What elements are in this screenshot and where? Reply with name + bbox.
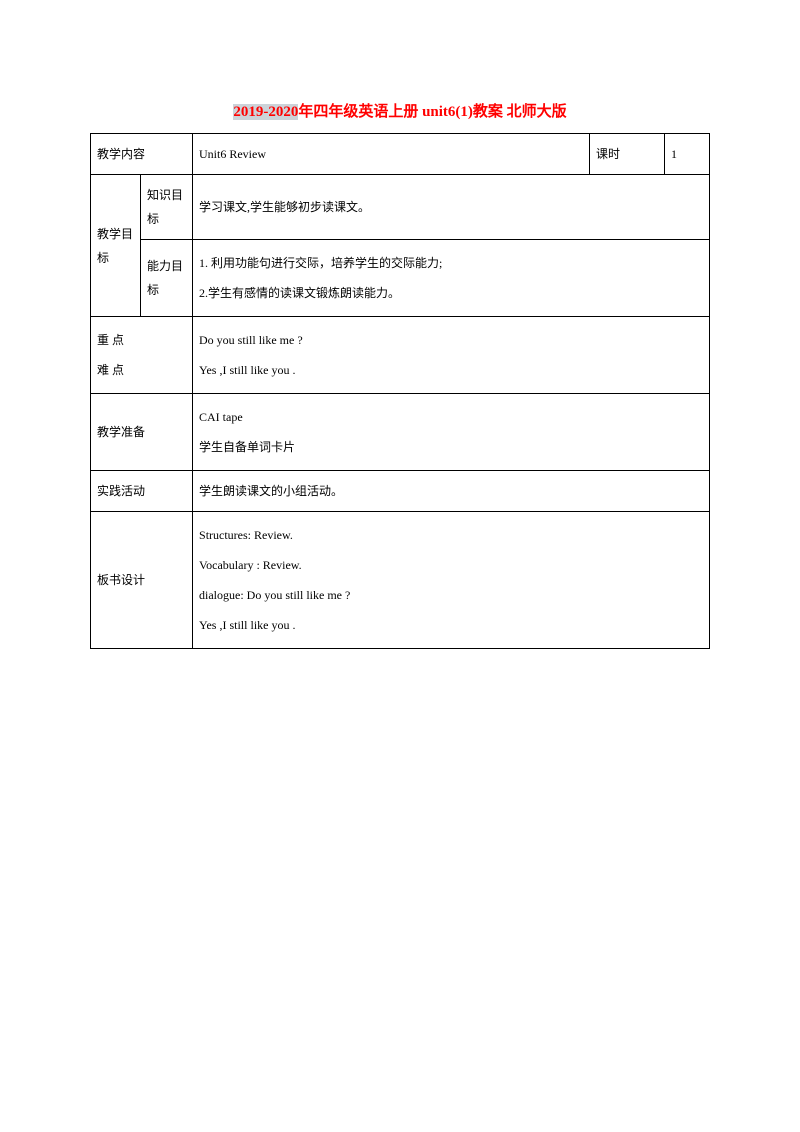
- teaching-objectives-label: 教学目标: [91, 175, 141, 317]
- table-row: 实践活动 学生朗读课文的小组活动。: [91, 471, 710, 512]
- practice-activity-content: 学生朗读课文的小组活动。: [193, 471, 710, 512]
- title-rest: 年四年级英语上册 unit6(1)教案 北师大版: [298, 104, 566, 120]
- key-difficulty-label: 重 点 难 点: [91, 317, 193, 394]
- board-design-content: Structures: Review. Vocabulary : Review.…: [193, 512, 710, 649]
- table-row: 教学准备 CAI tape 学生自备单词卡片: [91, 394, 710, 471]
- table-row: 教学目标 知识目标 学习课文,学生能够初步读课文。: [91, 175, 710, 240]
- teaching-prep-content: CAI tape 学生自备单词卡片: [193, 394, 710, 471]
- knowledge-obj-content: 学习课文,学生能够初步读课文。: [193, 175, 710, 240]
- teaching-prep-label: 教学准备: [91, 394, 193, 471]
- table-row: 能力目标 1. 利用功能句进行交际，培养学生的交际能力; 2.学生有感情的读课文…: [91, 240, 710, 317]
- table-row: 教学内容 Unit6 Review 课时 1: [91, 134, 710, 175]
- teaching-content-value: Unit6 Review: [193, 134, 590, 175]
- table-row: 板书设计 Structures: Review. Vocabulary : Re…: [91, 512, 710, 649]
- knowledge-obj-label: 知识目标: [141, 175, 193, 240]
- ability-obj-content: 1. 利用功能句进行交际，培养学生的交际能力; 2.学生有感情的读课文锻炼朗读能…: [193, 240, 710, 317]
- period-value: 1: [665, 134, 710, 175]
- title-year-highlight: 2019-2020: [233, 104, 298, 120]
- table-row: 重 点 难 点 Do you still like me ? Yes ,I st…: [91, 317, 710, 394]
- document-title: 2019-2020年四年级英语上册 unit6(1)教案 北师大版: [90, 100, 710, 121]
- board-design-label: 板书设计: [91, 512, 193, 649]
- teaching-content-label: 教学内容: [91, 134, 193, 175]
- period-label: 课时: [590, 134, 665, 175]
- key-difficulty-content: Do you still like me ? Yes ,I still like…: [193, 317, 710, 394]
- practice-activity-label: 实践活动: [91, 471, 193, 512]
- ability-obj-label: 能力目标: [141, 240, 193, 317]
- lesson-plan-table: 教学内容 Unit6 Review 课时 1 教学目标 知识目标 学习课文,学生…: [90, 133, 710, 649]
